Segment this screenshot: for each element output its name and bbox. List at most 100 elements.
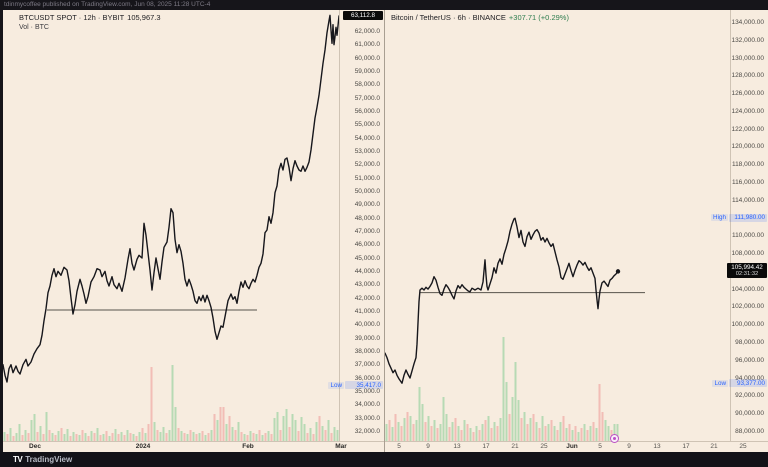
symbol-title-right[interactable]: Bitcoin / TetherUS · 6h · BINANCE xyxy=(391,13,506,22)
price-tick-label: 114,000.00 xyxy=(731,196,764,204)
last-price-box: 105,994.42 02:31:32 xyxy=(727,263,767,279)
volume-bar xyxy=(565,428,568,442)
price-tick-label: 122,000.00 xyxy=(731,125,764,133)
volume-bar xyxy=(523,412,526,442)
price-tick-label: 132,000.00 xyxy=(731,36,764,44)
price-tick-label: 104,000.00 xyxy=(731,285,764,293)
time-tick-label: 13 xyxy=(653,443,661,450)
volume-bar xyxy=(568,424,571,442)
price-axis-border[interactable] xyxy=(339,10,340,442)
volume-bar xyxy=(15,433,18,442)
volume-bar xyxy=(493,422,496,442)
volume-bar xyxy=(60,428,63,442)
volume-bar xyxy=(264,433,267,442)
price-tick-label: 124,000.00 xyxy=(731,107,764,115)
time-tick-label: 2024 xyxy=(135,443,151,450)
volume-bar xyxy=(108,436,111,442)
volume-bar xyxy=(3,432,6,442)
volume-bar xyxy=(261,435,264,442)
chart-pane-right[interactable]: Bitcoin / TetherUS · 6h · BINANCE +307.71… xyxy=(384,10,768,452)
volume-bar xyxy=(303,424,306,442)
volume-bar xyxy=(198,433,201,442)
volume-bar xyxy=(442,397,445,442)
price-tick-label: 43,000.0 xyxy=(354,281,380,289)
volume-bar xyxy=(150,367,153,442)
publish-info-text: tdinmycoffee published on TradingView.co… xyxy=(4,1,211,8)
price-tick-label: 100,000.00 xyxy=(731,321,764,329)
bar-countdown: 02:31:32 xyxy=(735,271,759,278)
volume-bar xyxy=(312,434,315,442)
chart-pane-left[interactable]: BTCUSDT SPOT · 12h · BYBIT 105,967.3 Vol … xyxy=(3,10,384,452)
time-tick-label: 13 xyxy=(453,443,461,450)
volume-bar xyxy=(327,420,330,442)
volume-bar xyxy=(63,434,66,442)
time-axis[interactable]: 5 9 13 17 21 25 Jun 5 9 13 17 21 25 xyxy=(385,441,768,452)
volume-bar xyxy=(237,422,240,442)
low-price-badge-label: Low xyxy=(328,381,344,389)
event-marker-icon[interactable] xyxy=(610,434,619,443)
volume-bar xyxy=(132,434,135,442)
tradingview-brand-text[interactable]: TradingView xyxy=(25,455,73,464)
price-tick-label: 92,000.00 xyxy=(735,392,764,400)
price-tick-label: 120,000.00 xyxy=(731,143,764,151)
volume-bar xyxy=(472,432,475,442)
low-price-badge-label: Low xyxy=(712,379,728,387)
price-tick-label: 39,000.0 xyxy=(354,334,380,342)
volume-indicator-label[interactable]: Vol · BTC xyxy=(19,24,49,31)
price-chart-left[interactable] xyxy=(3,10,384,452)
volume-bar xyxy=(201,431,204,442)
volume-bar xyxy=(111,433,114,442)
time-tick-label: 21 xyxy=(511,443,519,450)
price-tick-label: 51,000.0 xyxy=(354,174,380,182)
volume-bar xyxy=(400,426,403,442)
volume-bar xyxy=(457,426,460,442)
time-tick-label: 17 xyxy=(682,443,690,450)
volume-bar xyxy=(445,414,448,442)
price-chart-right[interactable] xyxy=(385,10,768,452)
volume-bar xyxy=(129,433,132,442)
volume-bar xyxy=(228,416,231,442)
price-tick-label: 45,000.0 xyxy=(354,254,380,262)
price-tick-label: 130,000.00 xyxy=(731,54,764,62)
volume-bar xyxy=(162,427,165,442)
price-tick-label: 108,000.00 xyxy=(731,250,764,258)
volume-bar xyxy=(120,432,123,442)
volume-bar xyxy=(300,417,303,442)
volume-bar xyxy=(487,416,490,442)
volume-bar xyxy=(571,430,574,442)
volume-bar xyxy=(165,433,168,442)
volume-bar xyxy=(514,362,517,442)
volume-bar xyxy=(616,424,619,442)
time-tick-label: 9 xyxy=(627,443,631,450)
volume-bar xyxy=(105,431,108,442)
volume-bar xyxy=(21,435,24,442)
symbol-title-left[interactable]: BTCUSDT SPOT · 12h · BYBIT xyxy=(19,13,125,22)
volume-bar xyxy=(448,427,451,442)
volume-bar xyxy=(309,428,312,442)
volume-bar xyxy=(210,430,213,442)
volume-bar xyxy=(207,433,210,442)
price-tick-label: 52,000.0 xyxy=(354,161,380,169)
volume-bar xyxy=(397,422,400,442)
volume-bar xyxy=(99,435,102,442)
volume-bar xyxy=(577,432,580,442)
time-axis[interactable]: Dec 2024 Feb Mar xyxy=(3,441,384,452)
price-tick-label: 54,000.0 xyxy=(354,134,380,142)
price-tick-label: 44,000.0 xyxy=(354,267,380,275)
volume-bar xyxy=(9,428,12,442)
volume-bar xyxy=(69,436,72,442)
tradingview-logo-icon[interactable]: TV xyxy=(13,455,23,464)
volume-bar xyxy=(502,337,505,442)
volume-bar xyxy=(451,422,454,442)
volume-bar xyxy=(478,430,481,442)
low-price-badge: Low 35,417.0 xyxy=(328,381,383,390)
price-axis-border[interactable] xyxy=(730,10,731,442)
volume-bar xyxy=(45,412,48,442)
price-tick-label: 36,000.0 xyxy=(354,374,380,382)
volume-bar xyxy=(141,428,144,442)
volume-bar xyxy=(580,428,583,442)
price-tick-label: 59,000.0 xyxy=(354,67,380,75)
price-tick-label: 134,000.00 xyxy=(731,18,764,26)
symbol-price-left: 105,967.3 xyxy=(127,13,161,22)
price-tick-label: 94,000.00 xyxy=(735,374,764,382)
